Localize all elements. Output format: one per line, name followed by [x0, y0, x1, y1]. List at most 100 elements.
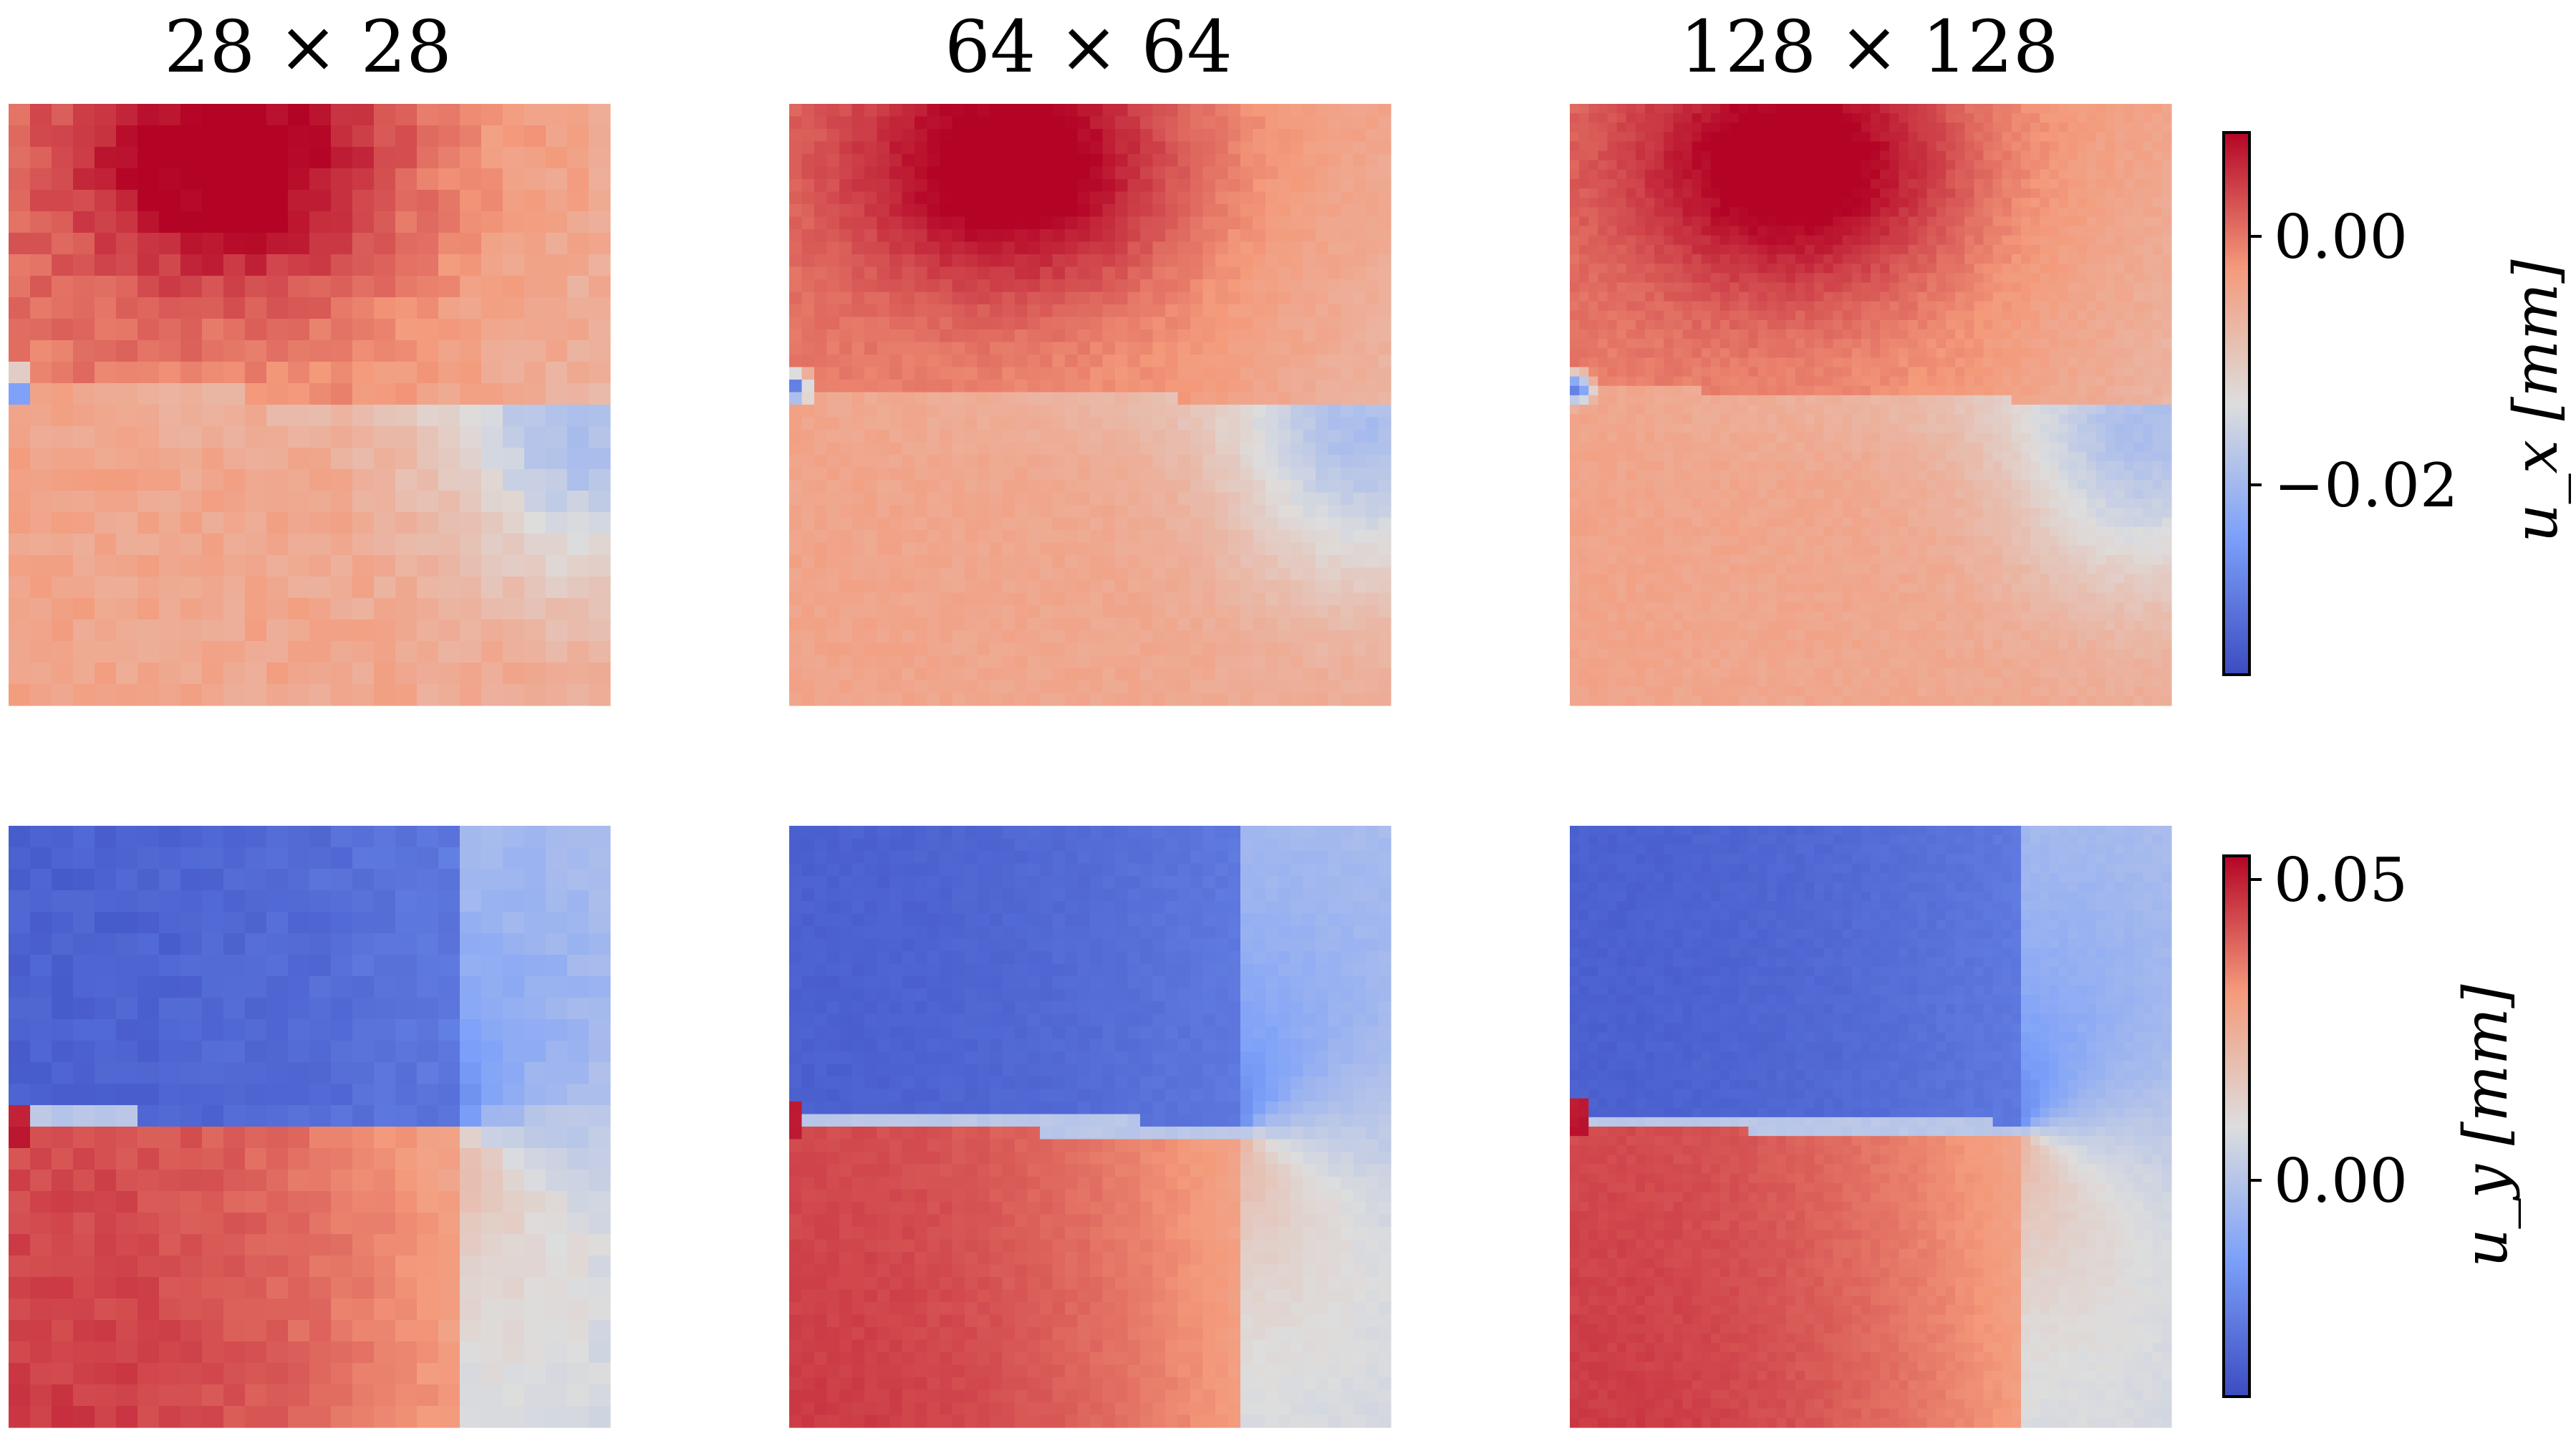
heatmap-cell	[902, 317, 915, 330]
heatmap-cell	[2011, 367, 2022, 377]
heatmap-cell	[159, 276, 181, 298]
heatmap-cell	[852, 592, 865, 606]
heatmap-cell	[877, 505, 890, 519]
heatmap-cell	[1341, 304, 1354, 318]
heatmap-cell	[1190, 116, 1204, 130]
heatmap-cell	[1316, 191, 1329, 205]
heatmap-cell	[1202, 668, 1216, 681]
heatmap-cell	[1645, 291, 1655, 302]
heatmap-cell	[915, 655, 928, 669]
heatmap-cell	[1102, 517, 1116, 531]
heatmap-cell	[1588, 226, 1598, 236]
heatmap-cell	[352, 211, 375, 233]
heatmap-cell	[1654, 132, 1664, 143]
heatmap-cell	[1673, 122, 1684, 132]
heatmap-cell	[1814, 198, 1824, 208]
heatmap-cell	[1303, 417, 1316, 430]
heatmap-cell	[1353, 329, 1366, 343]
heatmap-cell	[1645, 339, 1655, 349]
heatmap-cell	[2011, 329, 2022, 339]
heatmap-cell	[977, 505, 990, 519]
heatmap-cell	[1341, 630, 1354, 644]
heatmap-cell	[1598, 367, 1608, 377]
heatmap-cell	[1654, 367, 1664, 377]
heatmap-cell	[1598, 226, 1608, 236]
heatmap-cell	[1880, 310, 1890, 321]
heatmap-cell	[2124, 198, 2135, 208]
heatmap-cell	[1899, 348, 1909, 358]
heatmap-cell	[1645, 282, 1655, 293]
heatmap-cell	[1964, 141, 1974, 152]
heatmap-cell	[9, 190, 31, 212]
heatmap-cell	[1190, 166, 1204, 180]
heatmap-cell	[1102, 505, 1116, 519]
heatmap-cell	[1202, 630, 1216, 644]
heatmap-cell	[1303, 279, 1316, 293]
heatmap-cell	[417, 491, 439, 513]
heatmap-cell	[952, 467, 965, 481]
heatmap-cell	[1378, 605, 1391, 619]
heatmap-cell	[1833, 244, 1843, 255]
heatmap-cell	[1316, 480, 1329, 493]
heatmap-cell	[1861, 291, 1871, 302]
heatmap-cell	[1152, 605, 1166, 619]
heatmap-cell	[2143, 150, 2153, 161]
heatmap-cell	[1776, 122, 1787, 132]
heatmap-cell	[965, 179, 978, 193]
heatmap-cell	[1115, 204, 1129, 218]
heatmap-cell	[1127, 517, 1141, 531]
heatmap-cell	[889, 668, 903, 681]
heatmap-cell	[1227, 104, 1241, 117]
heatmap-cell	[1077, 129, 1091, 143]
heatmap-cell	[1291, 505, 1304, 519]
heatmap-cell	[2096, 244, 2106, 255]
heatmap-cell	[481, 577, 503, 599]
heatmap-cell	[814, 505, 828, 519]
heatmap-cell	[1607, 291, 1618, 302]
heatmap-cell	[1570, 113, 1580, 123]
heatmap-cell	[567, 319, 589, 341]
heatmap-cell	[1027, 166, 1041, 180]
heatmap-cell	[116, 319, 138, 341]
heatmap-cell	[202, 125, 224, 148]
heatmap-cell	[1027, 104, 1041, 117]
heatmap-cell	[1052, 517, 1066, 531]
heatmap-cell	[1366, 266, 1379, 280]
heatmap-cell	[2152, 226, 2163, 236]
heatmap-cell	[1378, 642, 1391, 656]
heatmap-cell	[1341, 517, 1354, 531]
heatmap-cell	[2124, 207, 2135, 218]
heatmap-cell	[159, 297, 181, 319]
heatmap-cell	[1626, 226, 1636, 236]
heatmap-cell	[1579, 301, 1589, 312]
heatmap-cell	[1682, 339, 1693, 349]
heatmap-cell	[1955, 357, 1965, 368]
heatmap-cell	[1040, 392, 1053, 405]
heatmap-cell	[1730, 264, 1740, 274]
heatmap-cell	[965, 668, 978, 681]
heatmap-cell	[1823, 273, 1834, 283]
heatmap-cell	[1303, 304, 1316, 318]
heatmap-cell	[202, 684, 224, 706]
heatmap-cell	[1240, 530, 1254, 544]
heatmap-cell	[1880, 122, 1890, 132]
heatmap-cell	[30, 469, 52, 491]
heatmap-cell	[852, 154, 865, 168]
heatmap-cell	[1177, 304, 1191, 318]
heatmap-cell	[977, 467, 990, 481]
heatmap-cell	[1607, 264, 1618, 274]
heatmap-cell	[223, 684, 246, 706]
heatmap-cell	[1366, 216, 1379, 230]
heatmap-cell	[1015, 367, 1028, 380]
heatmap-cell	[1805, 357, 1815, 368]
heatmap-cell	[952, 430, 965, 443]
heatmap-cell	[1692, 104, 1702, 114]
heatmap-cell	[1955, 301, 1965, 312]
heatmap-cell	[1291, 455, 1304, 468]
heatmap-cell	[1607, 282, 1618, 293]
heatmap-cell	[965, 229, 978, 243]
heatmap-cell	[352, 534, 375, 556]
heatmap-cell	[2011, 319, 2022, 330]
heatmap-cell	[1353, 342, 1366, 355]
heatmap-cell	[1664, 310, 1674, 321]
